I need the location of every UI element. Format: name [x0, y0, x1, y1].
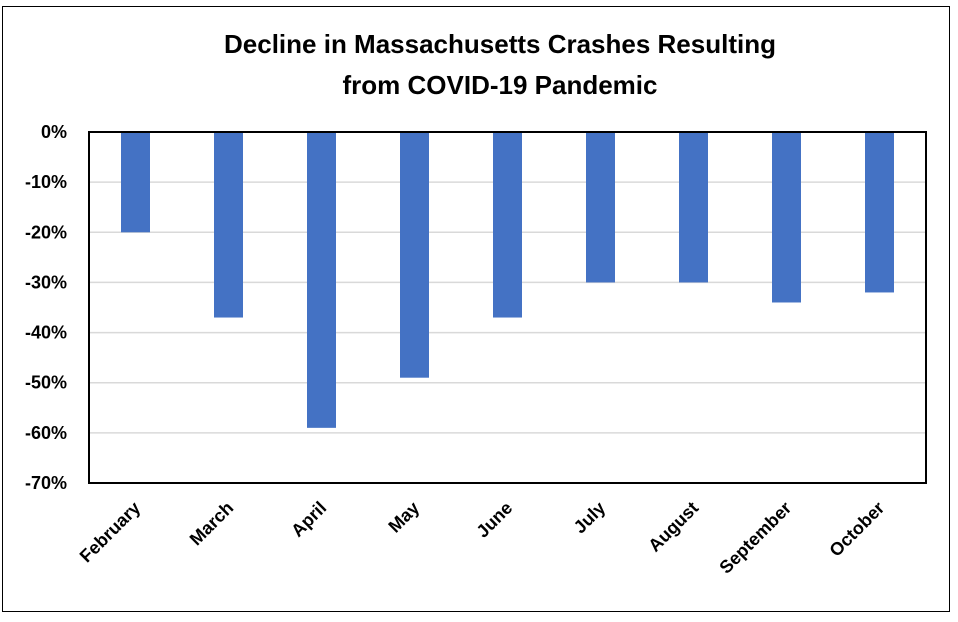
bar-july	[586, 132, 615, 283]
bar-september	[772, 132, 801, 303]
y-tick-label: -10%	[25, 172, 67, 192]
chart-title-line-1: Decline in Massachusetts Crashes Resulti…	[224, 29, 776, 59]
x-tick-label: October	[825, 498, 888, 561]
y-axis-ticks: 0% -10% -20% -30% -40% -50% -60% -70%	[25, 122, 67, 493]
x-tick-label: May	[384, 498, 423, 537]
bar-february	[121, 132, 150, 233]
x-tick-label: August	[644, 498, 702, 556]
x-tick-label: June	[472, 498, 516, 542]
x-tick-label: July	[570, 498, 610, 538]
x-axis-ticks: February March April May June July August Septe…	[76, 498, 889, 578]
bar-june	[493, 132, 522, 318]
bars	[121, 132, 894, 428]
y-tick-label: 0%	[41, 122, 67, 142]
plot-area-border	[88, 131, 927, 484]
x-tick-label: February	[76, 498, 145, 567]
bar-april	[307, 132, 336, 428]
y-tick-label: -60%	[25, 423, 67, 443]
y-tick-label: -30%	[25, 272, 67, 292]
bar-august	[679, 132, 708, 283]
y-tick-label: -70%	[25, 473, 67, 493]
bar-may	[400, 132, 429, 378]
y-tick-label: -20%	[25, 222, 67, 242]
chart-frame	[2, 6, 950, 612]
bar-october	[865, 132, 894, 293]
bar-march	[214, 132, 243, 318]
x-tick-label: September	[715, 498, 795, 578]
y-tick-label: -50%	[25, 373, 67, 393]
x-tick-label: April	[287, 498, 330, 541]
y-tick-label: -40%	[25, 323, 67, 343]
x-tick-label: March	[186, 498, 238, 550]
chart-title-line-2: from COVID-19 Pandemic	[343, 70, 658, 100]
